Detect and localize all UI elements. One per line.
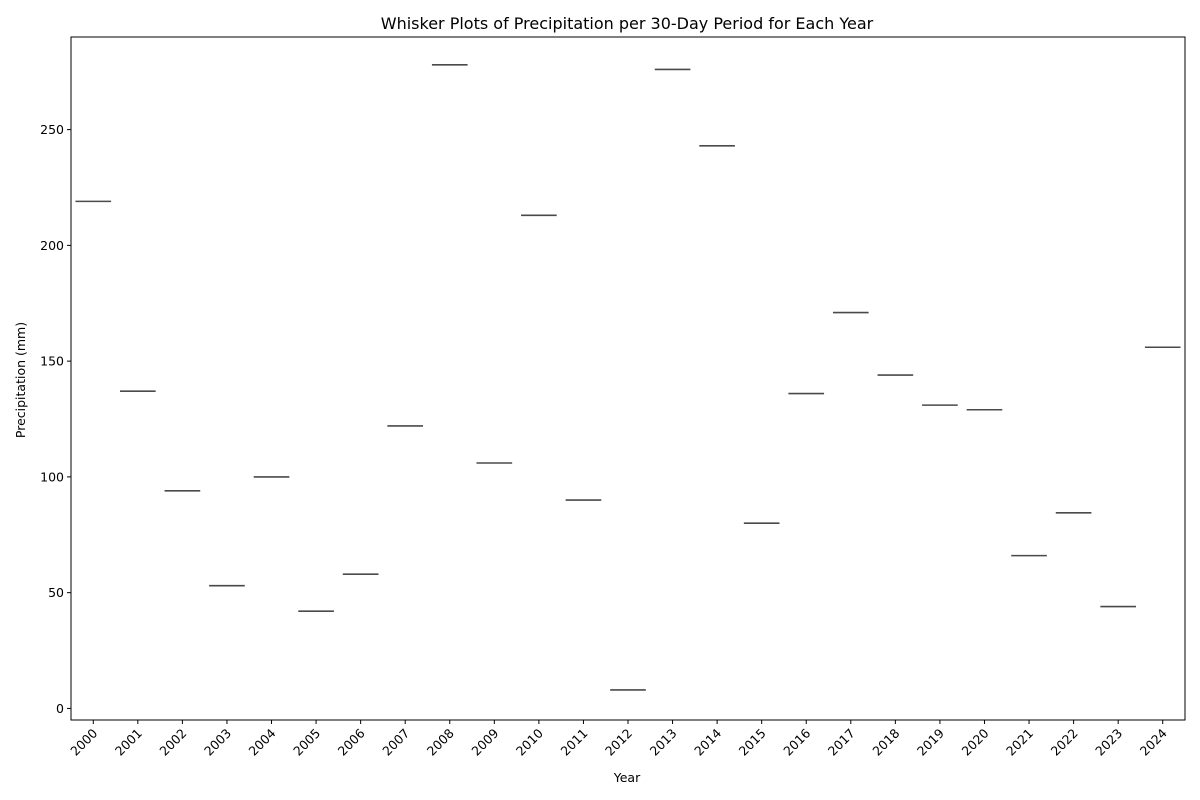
y-tick-label: 150 (40, 354, 64, 369)
x-tick-label: 2019 (914, 725, 947, 758)
plot-area-frame (70, 36, 1186, 721)
y-tick-label: 0 (56, 701, 64, 716)
x-tick-label: 2012 (602, 726, 635, 759)
x-tick-label: 2023 (1092, 726, 1125, 759)
x-tick-label: 2003 (201, 726, 234, 759)
x-tick-label: 2004 (246, 725, 279, 758)
x-tick-label: 2010 (513, 725, 546, 758)
chart-title: Whisker Plots of Precipitation per 30-Da… (381, 14, 874, 33)
x-tick-label: 2021 (1003, 726, 1036, 759)
x-tick-label: 2008 (424, 725, 457, 758)
x-tick-label: 2024 (1137, 725, 1170, 758)
x-tick-label: 2001 (112, 726, 145, 759)
y-tick-label: 50 (48, 585, 64, 600)
x-tick-label: 2016 (780, 725, 813, 758)
y-axis-label: Precipitation (mm) (13, 322, 28, 438)
x-tick-label: 2000 (67, 725, 100, 758)
y-tick-label: 100 (40, 469, 64, 484)
box-series (75, 63, 1181, 691)
x-tick-label: 2018 (869, 725, 902, 758)
x-tick-label: 2006 (335, 725, 368, 758)
y-axis: 0 50 100 150 200 250 (40, 122, 71, 716)
x-tick-label: 2007 (379, 726, 412, 759)
x-axis-label: Year (613, 770, 641, 785)
x-tick-label: 2017 (825, 726, 858, 759)
x-axis: 2000 2001 2002 2003 2004 2005 2006 2007 2008 2009… (67, 720, 1170, 759)
x-tick-label: 2002 (156, 726, 189, 759)
x-tick-label: 2020 (958, 725, 991, 758)
x-tick-label: 2005 (290, 726, 323, 759)
x-tick-label: 2009 (468, 725, 501, 758)
y-tick-label: 250 (40, 122, 64, 137)
x-tick-label: 2022 (1048, 726, 1081, 759)
x-tick-label: 2015 (736, 726, 769, 759)
y-tick-label: 200 (40, 238, 64, 253)
x-tick-label: 2013 (647, 726, 680, 759)
x-tick-label: 2011 (557, 726, 590, 759)
x-tick-label: 2014 (691, 725, 724, 758)
